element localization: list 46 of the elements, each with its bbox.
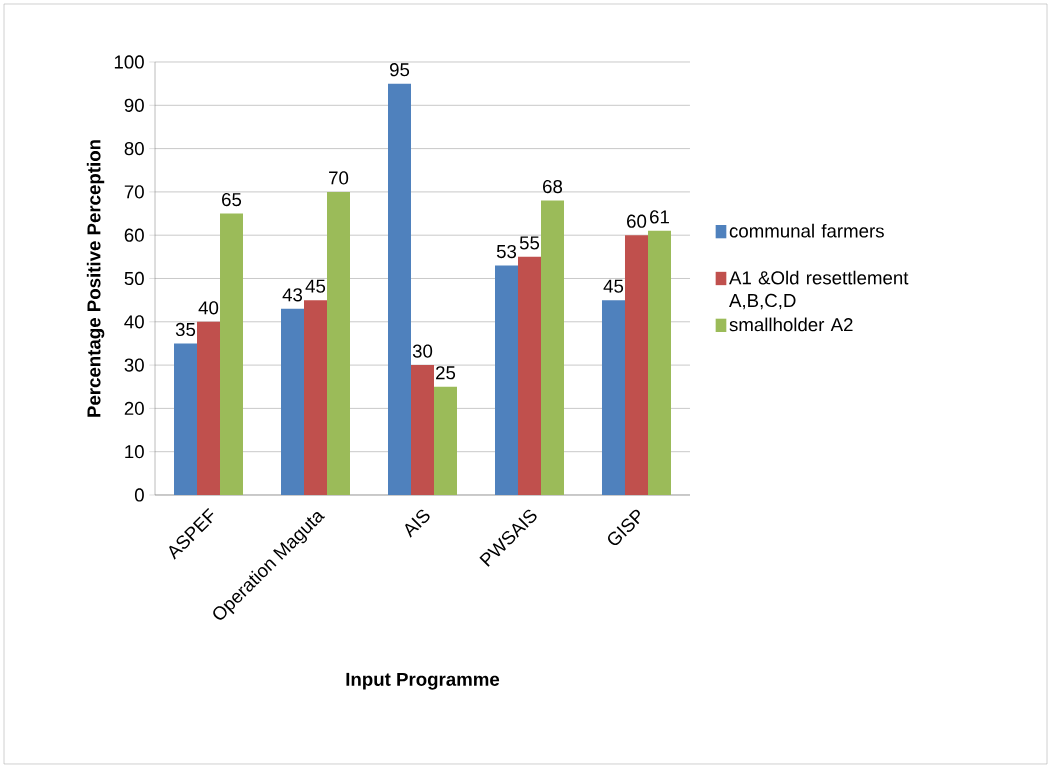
bar [388,83,411,495]
x-axis-title: Input Programme [346,672,500,690]
data-label: 65 [222,192,242,207]
bar [197,321,221,495]
y-axis-title: Percentage Positive Perception [86,140,105,417]
bar [281,308,304,495]
bar [541,200,564,495]
y-tick-label: 30 [124,358,144,372]
bar [648,230,671,495]
data-label: 45 [305,279,326,293]
y-tick-label: 90 [124,98,144,112]
x-tick-label: AIS [405,509,430,538]
bar [174,343,198,495]
y-tick-label: 100 [114,55,144,69]
bar [220,213,244,495]
data-label: 60 [627,214,647,228]
data-label: 40 [198,301,219,315]
y-tick-label: 80 [124,141,144,156]
data-label: 35 [175,322,196,337]
data-label: 30 [412,344,433,358]
data-label: 61 [650,210,669,224]
y-tick-label: 40 [124,315,144,329]
data-label: 43 [282,288,303,302]
legend-label: smallholder A2 [729,317,853,332]
legend-label: communal farmers [729,223,884,238]
bar [601,300,625,495]
data-label: 95 [390,63,410,77]
bar [411,365,434,495]
data-label: 53 [496,244,517,259]
bar [495,265,518,495]
bar [625,235,648,495]
bar [434,386,457,495]
y-tick-label: 10 [125,445,144,459]
data-label: 70 [329,171,349,185]
bar [518,256,541,495]
y-tick-label: 60 [124,228,144,242]
data-label: 45 [603,279,624,293]
bar [304,300,327,495]
y-tick-label: 70 [124,185,144,199]
data-label: 55 [519,236,540,250]
y-tick-label: 50 [124,271,144,286]
data-label: 25 [436,366,456,380]
y-tick-label: 20 [124,401,144,416]
y-tick-label: 0 [134,488,144,502]
data-label: 68 [543,179,563,194]
bar [327,191,350,495]
